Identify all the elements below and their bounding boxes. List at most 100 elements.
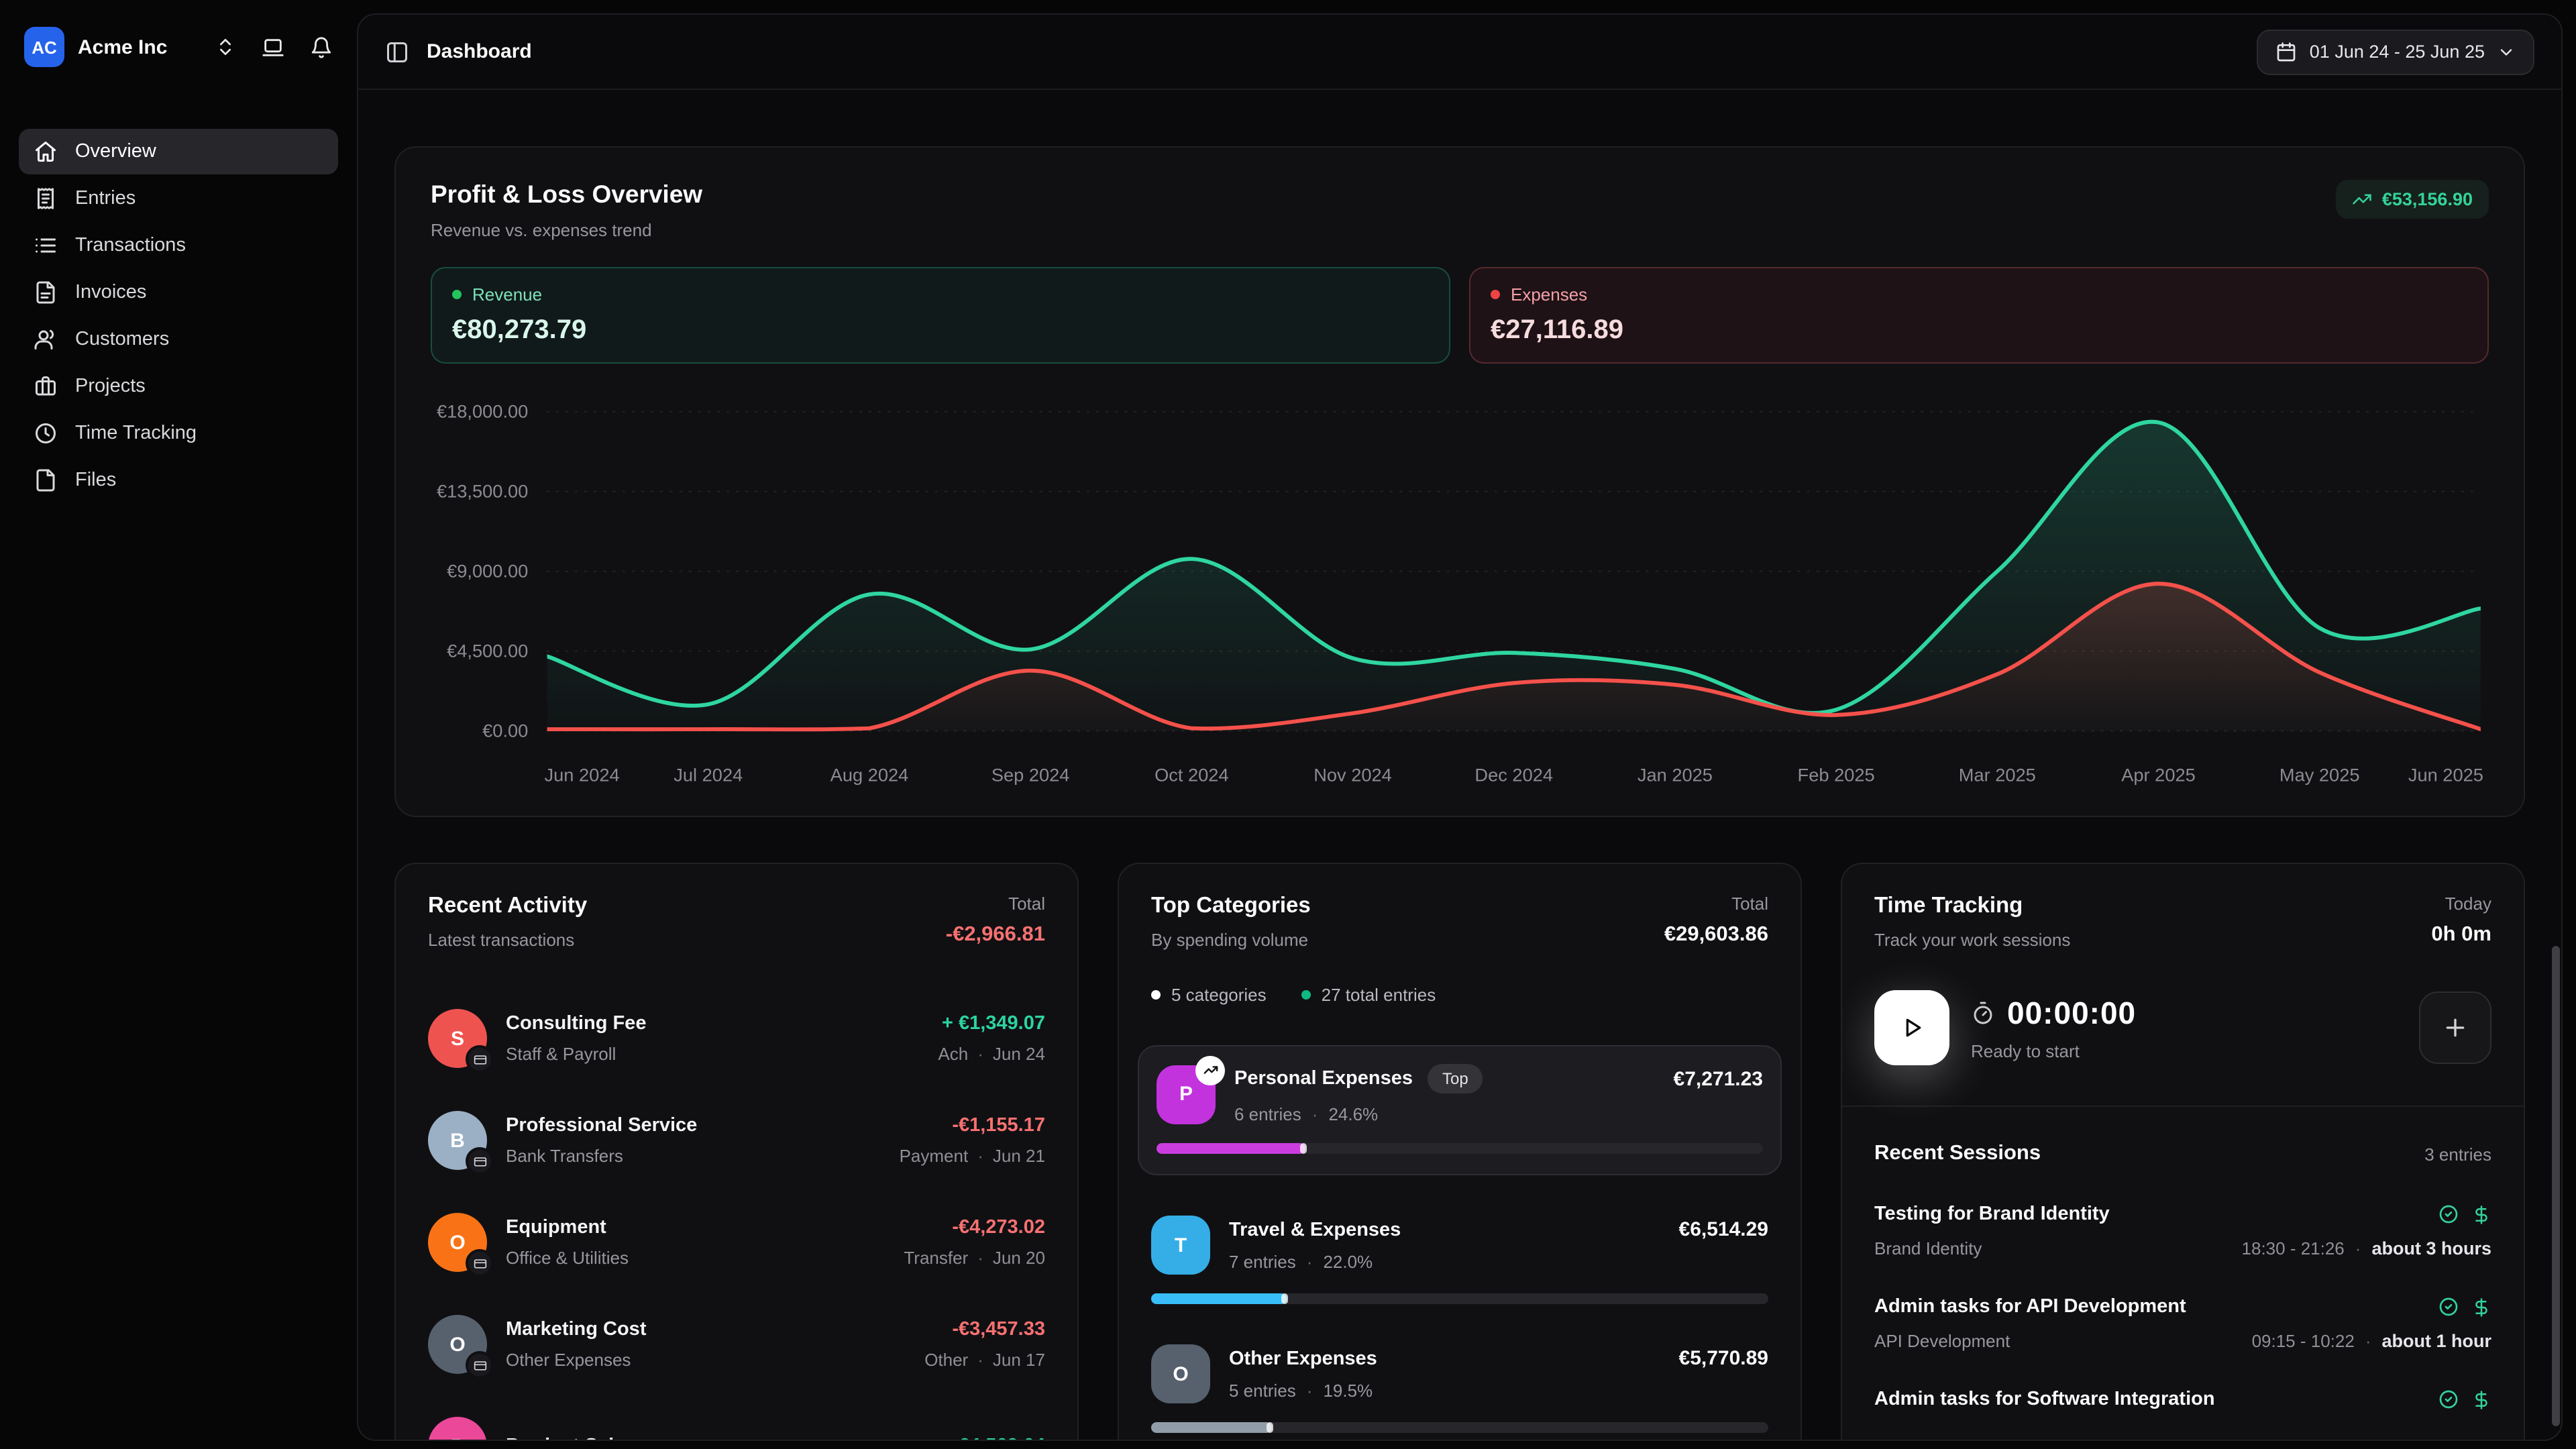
sidebar-item-transactions[interactable]: Transactions xyxy=(19,223,338,268)
main-panel: Dashboard 01 Jun 24 - 25 Jun 25 Profit &… xyxy=(357,13,2563,1441)
transaction-row[interactable]: O Marketing Cost Other Expenses -€3,457.… xyxy=(428,1315,1045,1374)
timer-status: Ready to start xyxy=(1971,1040,2398,1061)
category-avatar: O xyxy=(1151,1344,1210,1403)
topbar: Dashboard 01 Jun 24 - 25 Jun 25 xyxy=(358,15,2561,90)
svg-text:Aug 2024: Aug 2024 xyxy=(830,765,909,786)
pnl-subtitle: Revenue vs. expenses trend xyxy=(431,220,702,240)
svg-text:€18,000.00: €18,000.00 xyxy=(437,402,528,422)
scrollbar[interactable] xyxy=(2552,946,2560,1426)
sidebar-item-files[interactable]: Files xyxy=(19,458,338,503)
categories-legend: 5 categories 27 total entries xyxy=(1151,985,1768,1005)
category-avatar: P xyxy=(1157,1065,1216,1124)
session-row[interactable]: Admin tasks for Software Integration xyxy=(1874,1389,2491,1410)
svg-text:€4,500.00: €4,500.00 xyxy=(447,641,528,661)
top-categories-total: €29,603.86 xyxy=(1664,923,1768,947)
avatar: B xyxy=(428,1111,487,1170)
svg-text:Jul 2024: Jul 2024 xyxy=(674,765,743,786)
category-avatar: T xyxy=(1151,1216,1210,1275)
file-text-icon xyxy=(34,280,58,305)
chevron-down-icon xyxy=(2497,42,2516,61)
category-row[interactable]: O Other Expenses €5,770.89 5 entries19.5… xyxy=(1151,1344,1768,1433)
add-session-button[interactable] xyxy=(2419,991,2491,1064)
svg-text:Apr 2025: Apr 2025 xyxy=(2121,765,2196,786)
svg-text:€13,500.00: €13,500.00 xyxy=(437,482,528,502)
time-tracking-card: Time Tracking Track your work sessions T… xyxy=(1841,863,2525,1440)
circle-check-icon xyxy=(2438,1203,2459,1225)
play-icon xyxy=(1898,1014,1925,1041)
sidebar: AC Acme Inc Overview Entries Transaction… xyxy=(0,0,357,1449)
org-switcher[interactable]: AC Acme Inc xyxy=(19,21,338,72)
transaction-amount: -€3,457.33 xyxy=(924,1319,1045,1340)
category-amount: €7,271.23 xyxy=(1674,1067,1763,1090)
credit-card-icon xyxy=(466,1045,494,1073)
app-root: AC Acme Inc Overview Entries Transaction… xyxy=(0,0,2576,1449)
svg-text:Sep 2024: Sep 2024 xyxy=(991,765,1070,786)
transaction-row[interactable]: B Professional Service Bank Transfers -€… xyxy=(428,1111,1045,1170)
pnl-title: Profit & Loss Overview xyxy=(431,180,702,209)
transaction-row[interactable]: S Consulting Fee Staff & Payroll + €1,34… xyxy=(428,1009,1045,1068)
credit-card-icon xyxy=(466,1147,494,1175)
panel-left-icon[interactable] xyxy=(385,40,409,64)
page-title: Dashboard xyxy=(427,40,532,63)
category-progress xyxy=(1151,1293,1768,1304)
svg-text:Jun 2024: Jun 2024 xyxy=(545,765,620,786)
recent-sessions-title: Recent Sessions xyxy=(1874,1142,2041,1166)
trending-up-icon xyxy=(2353,189,2373,209)
divider xyxy=(1842,1106,2524,1107)
bell-icon[interactable] xyxy=(310,36,333,58)
pnl-chart: €18,000.00€13,500.00€9,000.00€4,500.00€0… xyxy=(431,398,2489,794)
transaction-amount: + €1,349.07 xyxy=(938,1013,1045,1034)
stopwatch-icon xyxy=(1971,1001,1995,1025)
svg-text:Oct 2024: Oct 2024 xyxy=(1155,765,1229,786)
sessions-count: 3 entries xyxy=(2424,1144,2491,1164)
category-progress xyxy=(1157,1143,1763,1154)
expenses-dot xyxy=(1491,290,1500,299)
sidebar-item-projects[interactable]: Projects xyxy=(19,364,338,409)
dollar-icon xyxy=(2471,1204,2491,1224)
laptop-icon[interactable] xyxy=(262,36,284,58)
session-row[interactable]: Admin tasks for API Development API Deve… xyxy=(1874,1296,2491,1351)
recent-activity-title: Recent Activity xyxy=(428,894,587,919)
date-range-picker[interactable]: 01 Jun 24 - 25 Jun 25 xyxy=(2257,29,2534,74)
transaction-amount: -€4,273.02 xyxy=(904,1217,1045,1238)
category-amount: €5,770.89 xyxy=(1679,1347,1768,1370)
org-name: Acme Inc xyxy=(78,36,201,58)
session-row[interactable]: Testing for Brand Identity Brand Identit… xyxy=(1874,1203,2491,1258)
sidebar-item-time-tracking[interactable]: Time Tracking xyxy=(19,411,338,456)
trending-up-icon xyxy=(1195,1055,1225,1085)
svg-text:€9,000.00: €9,000.00 xyxy=(447,561,528,582)
credit-card-icon xyxy=(466,1249,494,1277)
svg-text:Nov 2024: Nov 2024 xyxy=(1313,765,1392,786)
sidebar-item-entries[interactable]: Entries xyxy=(19,176,338,221)
circle-check-icon xyxy=(2438,1296,2459,1318)
plus-icon xyxy=(2442,1014,2469,1041)
category-amount: €6,514.29 xyxy=(1679,1218,1768,1241)
category-row-featured[interactable]: P Personal Expenses Top €7,271.23 xyxy=(1138,1045,1782,1175)
revenue-value: €80,273.79 xyxy=(452,315,1429,346)
dollar-icon xyxy=(2471,1297,2491,1317)
svg-text:Mar 2025: Mar 2025 xyxy=(1959,765,2036,786)
pnl-card: Profit & Loss Overview Revenue vs. expen… xyxy=(394,146,2525,817)
chevrons-up-down-icon[interactable] xyxy=(215,36,236,58)
expenses-value: €27,116.89 xyxy=(1491,315,2467,346)
sidebar-item-overview[interactable]: Overview xyxy=(19,129,338,174)
start-timer-button[interactable] xyxy=(1874,990,1949,1065)
time-tracking-title: Time Tracking xyxy=(1874,894,2070,919)
transaction-row[interactable]: P Product Sales + €4,569.04 xyxy=(428,1417,1045,1440)
sidebar-item-invoices[interactable]: Invoices xyxy=(19,270,338,315)
transaction-row[interactable]: O Equipment Office & Utilities -€4,273.0… xyxy=(428,1213,1045,1272)
content: Profit & Loss Overview Revenue vs. expen… xyxy=(358,90,2561,1440)
dollar-icon xyxy=(2471,1389,2491,1409)
category-progress xyxy=(1151,1422,1768,1433)
sidebar-item-customers[interactable]: Customers xyxy=(19,317,338,362)
category-row[interactable]: T Travel & Expenses €6,514.29 7 entries2… xyxy=(1151,1216,1768,1304)
expenses-stat-tile: Expenses €27,116.89 xyxy=(1469,267,2489,364)
svg-text:Jan 2025: Jan 2025 xyxy=(1638,765,1713,786)
calendar-icon xyxy=(2276,41,2298,62)
file-icon xyxy=(34,468,58,492)
sidebar-nav: Overview Entries Transactions Invoices C… xyxy=(19,129,338,503)
revenue-stat-tile: Revenue €80,273.79 xyxy=(431,267,1450,364)
circle-check-icon xyxy=(2438,1389,2459,1410)
svg-text:Dec 2024: Dec 2024 xyxy=(1474,765,1553,786)
credit-card-icon xyxy=(466,1351,494,1379)
